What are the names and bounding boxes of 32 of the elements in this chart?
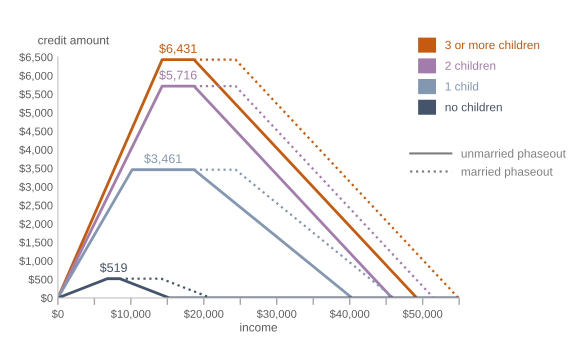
y-tick-label: $500 (28, 275, 53, 284)
legend-label: no children (446, 102, 502, 112)
data-label: $519 (100, 262, 127, 273)
text: married phaseout (462, 167, 553, 178)
text: unmarried phaseout (462, 149, 566, 160)
x-axis-title: income (240, 322, 278, 332)
y-axis-title: credit amount (38, 36, 110, 44)
y-tick-label: $4,500 (19, 126, 53, 137)
data-label: $3,461 (144, 154, 182, 165)
y-tick-label: $3,000 (19, 182, 53, 192)
x-tick-label: $30,000 (256, 310, 296, 320)
y-tick-label: $5,000 (19, 108, 53, 118)
y-tick-label: $6,500 (19, 52, 53, 63)
x-tick-label: $50,000 (402, 310, 442, 320)
x-tick-label: $20,000 (184, 310, 224, 320)
legend-label: 2 children (445, 61, 496, 70)
data-label: $5,716 (159, 70, 197, 81)
y-tick-label: $5,500 (19, 90, 53, 100)
x-tick-label: $10,000 (110, 310, 151, 320)
y-tick-label: $2,000 (19, 220, 53, 230)
y-tick-label: $1,500 (19, 238, 53, 248)
y-tick-label: $1,000 (19, 256, 53, 266)
legend-label: 1 child (446, 82, 478, 91)
y-tick-label: $4,000 (19, 146, 53, 156)
y-tick-label: $2,500 (19, 201, 53, 211)
legend-label: 3 or more children (445, 40, 540, 50)
y-tick-label: $0 (40, 294, 53, 303)
y-tick-label: $6,000 (19, 71, 53, 82)
y-tick-label: $3,500 (19, 164, 53, 174)
x-tick-label: $0 (52, 310, 64, 319)
data-label: $6,431 (159, 44, 197, 54)
x-tick-label: $40,000 (330, 310, 370, 320)
